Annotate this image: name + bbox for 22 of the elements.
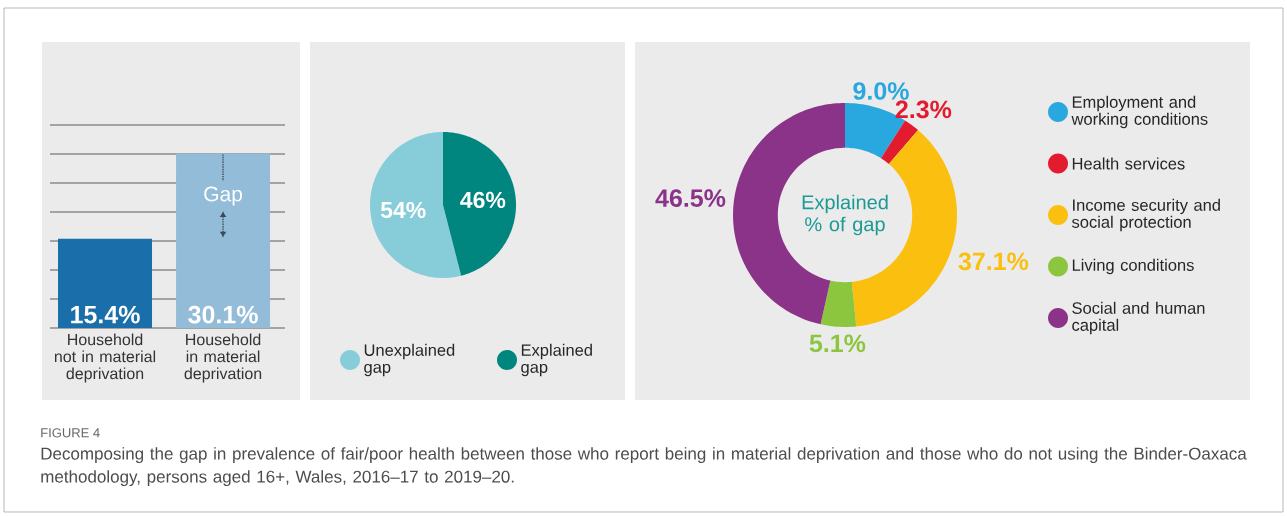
data-label: 54% bbox=[380, 201, 426, 219]
data-label: 46.5% bbox=[655, 189, 726, 207]
legend-label: Unexplained gap bbox=[364, 343, 455, 377]
data-label: 30.1% bbox=[188, 305, 258, 324]
data-label: 15.4% bbox=[71, 305, 140, 324]
legend-label: Social and human capital bbox=[1072, 301, 1205, 335]
x-tick-label: Household not in material deprivation bbox=[54, 333, 156, 383]
text: Decomposing the gap in prevalence of fair/poor health between those who report being in material deprivation and those who do not using the Binder-Oaxaca methodology, persons aged 16+, Wales, 2016–17 to 2019–20. bbox=[41, 447, 1247, 487]
legend-label: Employment and working conditions bbox=[1071, 95, 1208, 129]
data-label: 46% bbox=[460, 191, 506, 209]
data-label: 9.0% bbox=[853, 82, 909, 100]
data-label: 5.1% bbox=[809, 334, 866, 353]
legend-label: Health services bbox=[1072, 157, 1185, 170]
annotation: Gap bbox=[204, 186, 243, 206]
legend-label: Income security and social protection bbox=[1071, 198, 1220, 232]
caption: FIGURE 4 bbox=[41, 428, 100, 438]
legend-label: Explained gap bbox=[521, 343, 592, 377]
legend-label: Living conditions bbox=[1072, 258, 1194, 275]
text: Explained % of gap bbox=[802, 194, 888, 236]
x-tick-label: Household in material deprivation bbox=[184, 333, 262, 383]
data-label: 37.1% bbox=[958, 252, 1029, 271]
data-label: 2.3% bbox=[895, 100, 952, 119]
